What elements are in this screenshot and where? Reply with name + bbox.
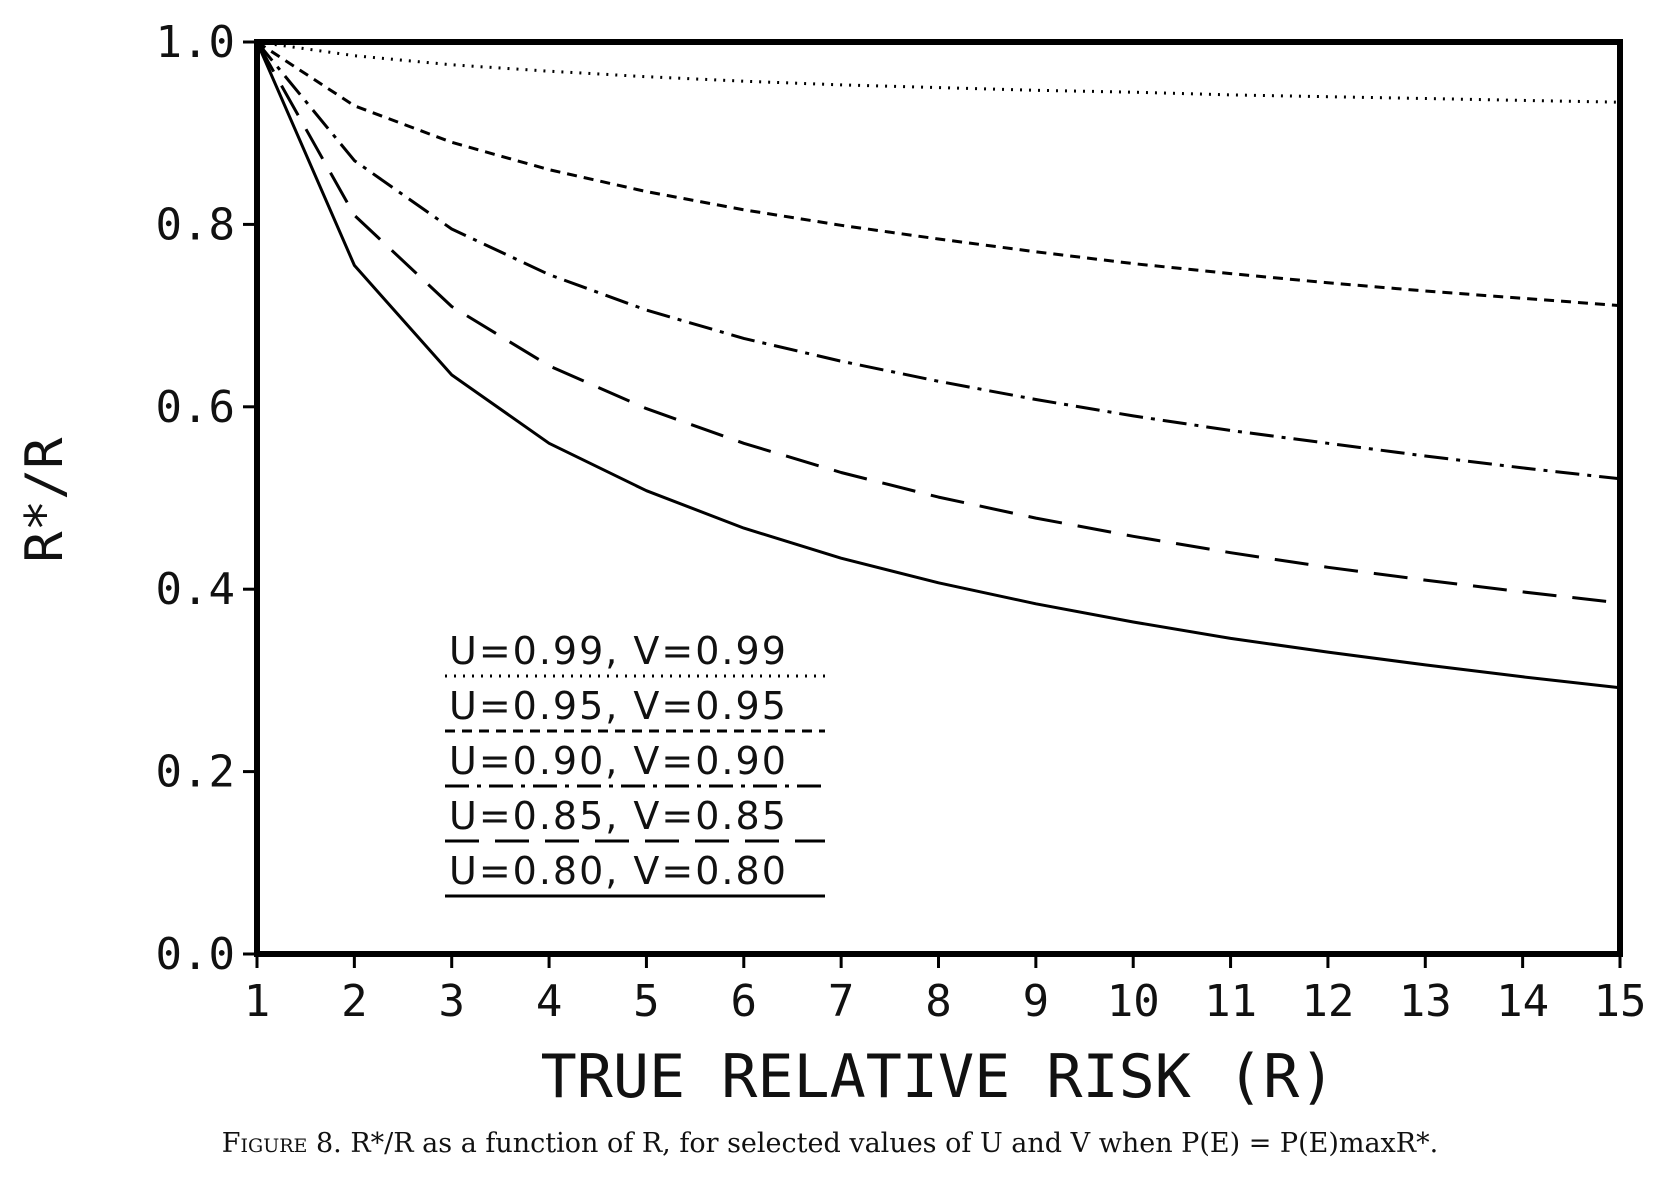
legend: U=0.99, V=0.99 U=0.95, V=0.95 U=0.90, V=0.… xyxy=(445,629,825,898)
series-line-dash-dot xyxy=(255,41,1621,481)
x-tick-label: 2 xyxy=(341,976,368,1027)
x-tick-label: 12 xyxy=(1301,976,1354,1027)
caption-text: R*/R as a function of R, for selected va… xyxy=(350,1128,1439,1159)
y-axis-title: R*/R xyxy=(15,437,75,563)
legend-label: U=0.99, V=0.99 xyxy=(449,629,788,673)
x-axis-title: TRUE RELATIVE RISK (R) xyxy=(541,1042,1336,1112)
x-tick-label: 9 xyxy=(1023,976,1050,1027)
series-line-dashed xyxy=(256,40,1621,308)
y-tick-label: 0.8 xyxy=(156,199,235,250)
x-tick-label: 14 xyxy=(1496,976,1549,1027)
series-line-long-dash xyxy=(255,41,1621,605)
y-axis-ticks: 0.0 0.2 0.4 0.6 0.8 1.0 xyxy=(156,17,257,980)
x-tick-label: 11 xyxy=(1204,976,1257,1027)
x-tick-label: 13 xyxy=(1399,976,1452,1027)
legend-label: U=0.90, V=0.90 xyxy=(449,739,788,783)
series-line-solid xyxy=(255,41,1621,690)
x-axis-ticks: 1 2 3 4 5 6 7 8 9 10 11 12 13 14 15 xyxy=(244,954,1647,1027)
y-tick-label: 0.2 xyxy=(156,747,235,798)
legend-label: U=0.95, V=0.95 xyxy=(449,684,788,728)
y-tick-label: 1.0 xyxy=(156,17,235,68)
y-tick-label: 0.0 xyxy=(156,929,235,980)
y-tick-label: 0.6 xyxy=(156,382,235,433)
legend-label: U=0.80, V=0.80 xyxy=(449,849,788,893)
series-lines xyxy=(255,40,1621,690)
x-tick-label: 3 xyxy=(438,976,465,1027)
y-tick-label: 0.4 xyxy=(156,564,235,615)
x-tick-label: 8 xyxy=(925,976,952,1027)
x-tick-label: 6 xyxy=(731,976,758,1027)
x-tick-label: 10 xyxy=(1107,976,1160,1027)
legend-label: U=0.85, V=0.85 xyxy=(449,794,788,838)
figure-number: Figure 8. xyxy=(221,1128,342,1159)
x-tick-label: 4 xyxy=(536,976,563,1027)
x-tick-label: 1 xyxy=(244,976,271,1027)
x-tick-label: 7 xyxy=(828,976,855,1027)
figure-caption: Figure 8. R*/R as a function of R, for s… xyxy=(0,1128,1660,1159)
x-tick-label: 15 xyxy=(1594,976,1647,1027)
series-line-dotted xyxy=(256,40,1621,104)
x-tick-label: 5 xyxy=(633,976,660,1027)
